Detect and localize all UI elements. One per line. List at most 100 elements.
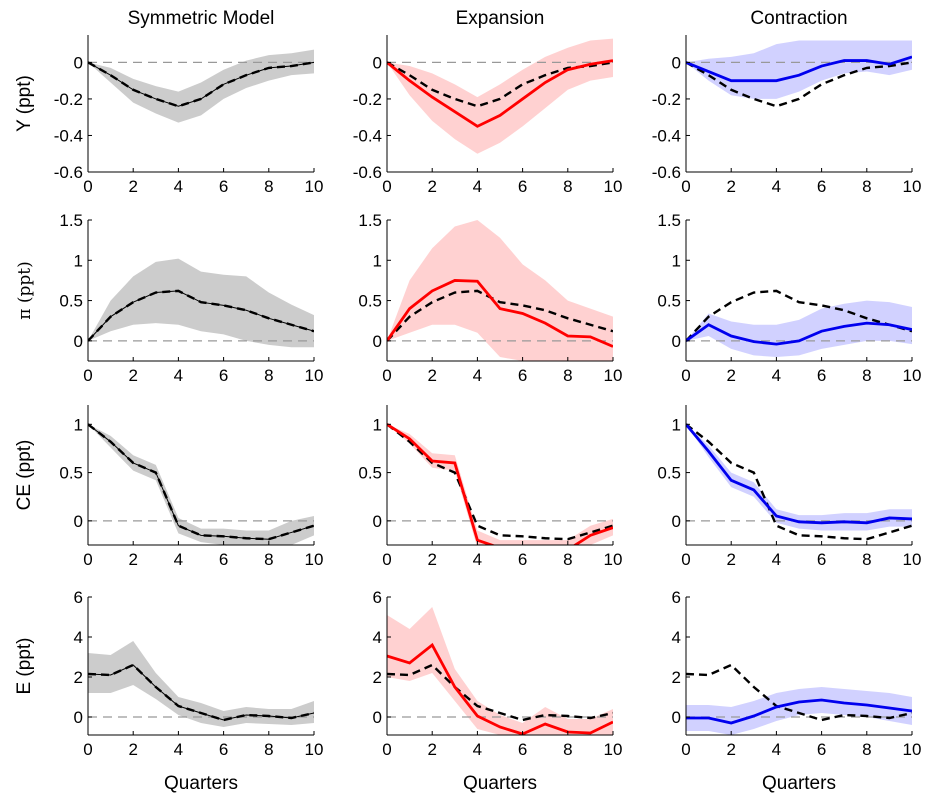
x-tick-label: 0 bbox=[83, 366, 92, 385]
x-tick-label: 6 bbox=[219, 177, 228, 196]
y-tick-label: 0 bbox=[672, 53, 681, 72]
y-tick-label: 1.5 bbox=[657, 211, 681, 230]
y-tick-label: 0.5 bbox=[657, 464, 681, 483]
panel-r2-con: 00.510 2 4 6 8 10 bbox=[657, 405, 921, 569]
con-irf-line bbox=[686, 423, 912, 525]
confidence-band bbox=[686, 424, 912, 531]
x-tick-label: 10 bbox=[604, 550, 623, 569]
y-tick-label: 1.5 bbox=[358, 211, 382, 230]
exp-irf-line bbox=[387, 642, 613, 735]
y-tick-label: -0.4 bbox=[54, 126, 83, 145]
x-tick-label: 10 bbox=[305, 177, 324, 196]
y-tick-label: 1 bbox=[373, 251, 382, 270]
x-tick-label: 10 bbox=[604, 177, 623, 196]
x-tick-label: 4 bbox=[473, 177, 482, 196]
y-tick-label: 0 bbox=[373, 53, 382, 72]
y-tick-label: -0.4 bbox=[353, 126, 382, 145]
x-tick-label: 4 bbox=[174, 740, 183, 759]
x-tick-label: 8 bbox=[563, 177, 572, 196]
x-axis-label: Quarters bbox=[463, 773, 537, 794]
column-title-exp: Expansion bbox=[456, 8, 545, 29]
confidence-band bbox=[387, 220, 613, 361]
x-tick-label: 0 bbox=[681, 177, 690, 196]
symmetric-irf-dashed-line bbox=[88, 423, 314, 541]
x-axis-label: Quarters bbox=[762, 773, 836, 794]
y-tick-label: 1.5 bbox=[59, 211, 83, 230]
y-tick-label: 0 bbox=[74, 708, 83, 727]
y-tick-label: 1 bbox=[373, 415, 382, 434]
exp-irf-line bbox=[387, 59, 613, 128]
x-tick-label: 6 bbox=[518, 177, 527, 196]
x-tick-label: 0 bbox=[681, 550, 690, 569]
x-tick-label: 0 bbox=[382, 366, 391, 385]
x-tick-label: 8 bbox=[862, 177, 871, 196]
x-tick-label: 0 bbox=[681, 366, 690, 385]
y-tick-label: 2 bbox=[672, 668, 681, 687]
exp-irf-line bbox=[387, 279, 613, 348]
y-tick-label: 4 bbox=[373, 628, 382, 647]
y-tick-label: 6 bbox=[672, 588, 681, 607]
y-tick-label: -0.4 bbox=[652, 126, 681, 145]
x-tick-label: 6 bbox=[518, 740, 527, 759]
panel-r0-con: -0.6 -0.4 -0.2 0 0 2 4 6 8 10 bbox=[652, 35, 922, 196]
panel-r1-exp: 0 0.5 1 1.5 0 2 4 6 8 10 bbox=[358, 211, 622, 385]
x-tick-label: 10 bbox=[305, 550, 324, 569]
y-tick-label: 1 bbox=[672, 251, 681, 270]
y-tick-label: -0.2 bbox=[652, 90, 681, 109]
x-tick-label: 8 bbox=[264, 740, 273, 759]
confidence-band bbox=[387, 38, 613, 154]
x-tick-label: 8 bbox=[264, 366, 273, 385]
x-tick-label: 8 bbox=[563, 550, 572, 569]
x-tick-label: 2 bbox=[128, 366, 137, 385]
x-tick-label: 0 bbox=[83, 740, 92, 759]
panel-r0-exp: -0.6 -0.4 -0.2 0 0 2 4 6 8 10 bbox=[353, 35, 623, 196]
x-tick-label: 10 bbox=[903, 177, 922, 196]
x-tick-label: 4 bbox=[473, 550, 482, 569]
x-tick-label: 0 bbox=[83, 177, 92, 196]
panel-r1-sym: 0 0.5 1 1.5 0 2 4 6 8 10 bbox=[59, 211, 323, 385]
x-tick-label: 4 bbox=[473, 740, 482, 759]
y-tick-label: 0 bbox=[373, 512, 382, 531]
symmetric-irf-dashed-line bbox=[387, 423, 613, 541]
y-tick-label: 0 bbox=[672, 512, 681, 531]
column-title-con: Contraction bbox=[750, 8, 847, 29]
row-ylabel-1: π (ppt) bbox=[15, 261, 35, 319]
x-tick-label: 4 bbox=[772, 177, 781, 196]
x-tick-label: 6 bbox=[518, 366, 527, 385]
x-tick-label: 2 bbox=[128, 177, 137, 196]
x-tick-label: 4 bbox=[473, 366, 482, 385]
symmetric-irf-dashed-line bbox=[387, 289, 613, 342]
x-tick-label: 0 bbox=[681, 740, 690, 759]
y-tick-label: 6 bbox=[74, 588, 83, 607]
y-tick-label: 0.5 bbox=[59, 292, 83, 311]
y-tick-label: 4 bbox=[672, 628, 681, 647]
con-irf-line bbox=[686, 698, 912, 725]
x-tick-label: 2 bbox=[427, 177, 436, 196]
y-tick-label: 0 bbox=[74, 332, 83, 351]
row-ylabel-3: E (ppt) bbox=[14, 637, 35, 694]
x-tick-label: 8 bbox=[563, 366, 572, 385]
symmetric-irf-dashed-line bbox=[686, 289, 912, 342]
x-tick-label: 10 bbox=[903, 740, 922, 759]
y-tick-label: 6 bbox=[373, 588, 382, 607]
x-tick-label: 10 bbox=[305, 366, 324, 385]
y-tick-label: 0 bbox=[373, 708, 382, 727]
x-tick-label: 10 bbox=[903, 366, 922, 385]
panel-r3-exp: 0 2 4 6 0 2 4 6 8 10 Quarters bbox=[373, 588, 623, 794]
y-tick-label: -0.6 bbox=[353, 163, 382, 182]
x-tick-label: 6 bbox=[817, 740, 826, 759]
x-tick-label: 4 bbox=[174, 177, 183, 196]
x-tick-label: 8 bbox=[862, 366, 871, 385]
confidence-band bbox=[686, 40, 912, 99]
symmetric-irf-dashed-line bbox=[686, 663, 912, 722]
x-tick-label: 6 bbox=[817, 550, 826, 569]
con-irf-line bbox=[686, 55, 912, 83]
x-tick-label: 10 bbox=[604, 366, 623, 385]
x-tick-label: 2 bbox=[427, 550, 436, 569]
panel-r1-con: 0 0.5 1 1.5 0 2 4 6 8 10 bbox=[657, 211, 921, 385]
y-tick-label: 0.5 bbox=[358, 292, 382, 311]
x-tick-label: 2 bbox=[726, 740, 735, 759]
confidence-band bbox=[387, 607, 613, 735]
exp-irf-line bbox=[387, 423, 613, 545]
x-tick-label: 2 bbox=[128, 740, 137, 759]
